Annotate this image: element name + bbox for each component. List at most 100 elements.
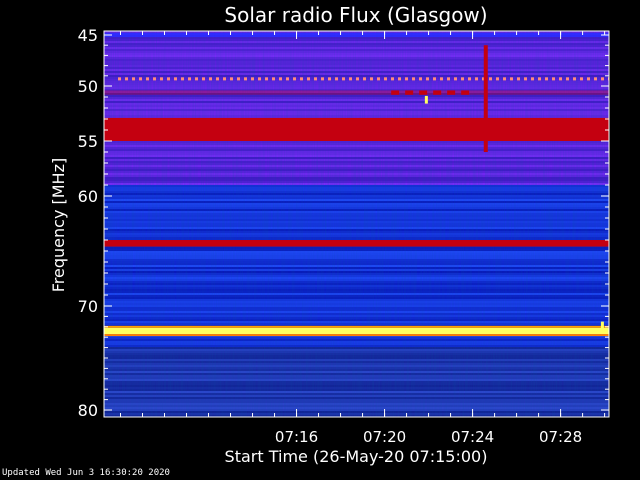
band-dot <box>468 77 471 81</box>
band-dot <box>139 77 142 81</box>
band-dot <box>538 77 541 81</box>
band-dot <box>552 77 555 81</box>
band-dot <box>132 77 135 81</box>
x-axis-label: Start Time (26-May-20 07:15:00) <box>225 447 488 466</box>
band-dot <box>342 77 345 81</box>
y-axis-label-text: Frequency <box>49 204 68 292</box>
x-tick-label: 07:20 <box>363 428 406 446</box>
band-dot <box>475 77 478 81</box>
burst <box>483 45 488 153</box>
band-dot <box>454 77 457 81</box>
band-dot <box>174 77 177 81</box>
band-dot <box>146 77 149 81</box>
band-dot <box>510 77 513 81</box>
band-dot <box>433 77 436 81</box>
y-axis-bracket-open: [ <box>49 198 68 204</box>
y-tick-label: 70 <box>78 297 98 316</box>
band-dot <box>321 77 324 81</box>
y-axis-label: Frequency [MHz] <box>49 158 68 292</box>
band-dot <box>314 77 317 81</box>
emission-bands <box>104 32 609 337</box>
band-dot <box>251 77 254 81</box>
x-tick-label: 07:24 <box>451 428 494 446</box>
x-axis-ticks: 07:16 07:20 07:24 07:28 <box>120 31 606 446</box>
band-dot <box>405 77 408 81</box>
burst <box>424 95 428 104</box>
band-dot <box>167 77 170 81</box>
band-dot <box>216 77 219 81</box>
band-dot <box>279 77 282 81</box>
y-tick-label: 55 <box>78 132 98 151</box>
band-dash <box>391 90 400 95</box>
band-dot <box>293 77 296 81</box>
band-dot <box>587 77 590 81</box>
band-dot <box>118 77 121 81</box>
band-dot <box>335 77 338 81</box>
y-tick-label: 50 <box>78 77 98 96</box>
chart-title: Solar radio Flux (Glasgow) <box>224 3 487 27</box>
band-glow <box>104 334 609 337</box>
noise-texture <box>104 31 609 417</box>
band <box>104 240 609 247</box>
band-dot <box>307 77 310 81</box>
band-dash <box>419 90 428 95</box>
band-dot <box>531 77 534 81</box>
y-tick-label: 80 <box>78 401 98 420</box>
band-dot <box>349 77 352 81</box>
band-dot <box>594 77 597 81</box>
plot-frame <box>103 30 610 418</box>
band-dash <box>405 90 414 95</box>
band <box>104 32 609 38</box>
band-dot <box>160 77 163 81</box>
band-dot <box>461 77 464 81</box>
burst <box>600 321 604 329</box>
band-dot <box>496 77 499 81</box>
band-dot <box>181 77 184 81</box>
band-dot <box>559 77 562 81</box>
band-dot <box>377 77 380 81</box>
band-dash <box>447 90 456 95</box>
band-dash <box>433 90 442 95</box>
y-axis-unit: MHz <box>49 164 68 198</box>
x-tick-label: 07:28 <box>539 428 582 446</box>
band-dot <box>447 77 450 81</box>
band-dot <box>489 77 492 81</box>
band-dash <box>461 90 470 95</box>
band-dot <box>195 77 198 81</box>
plot-area <box>104 31 609 417</box>
band-dot <box>258 77 261 81</box>
band-dot <box>524 77 527 81</box>
band <box>104 117 609 134</box>
band-glow <box>104 325 609 328</box>
band <box>104 327 609 335</box>
band-dot <box>503 77 506 81</box>
band-dot <box>272 77 275 81</box>
band-dot <box>426 77 429 81</box>
band-dot <box>237 77 240 81</box>
band-dot <box>384 77 387 81</box>
emission-bursts <box>424 45 604 329</box>
band-dot <box>363 77 366 81</box>
band-dot <box>300 77 303 81</box>
band-dot <box>412 77 415 81</box>
band-dot <box>153 77 156 81</box>
y-axis-bracket-close: ] <box>49 158 68 164</box>
band-dot <box>580 77 583 81</box>
y-axis-ticks: 45 50 55 60 70 80 <box>78 26 609 420</box>
band-dot <box>188 77 191 81</box>
band-dot <box>125 77 128 81</box>
band-dot <box>566 77 569 81</box>
band-dot <box>209 77 212 81</box>
band-dot <box>356 77 359 81</box>
band-faint <box>104 90 609 95</box>
band-dot <box>440 77 443 81</box>
band-dot <box>202 77 205 81</box>
band-dot <box>391 77 394 81</box>
band-dot <box>244 77 247 81</box>
band-dot <box>286 77 289 81</box>
band-dot <box>328 77 331 81</box>
band-dot <box>482 77 485 81</box>
y-tick-label: 45 <box>78 26 98 45</box>
band-dot <box>398 77 401 81</box>
band-dot <box>419 77 422 81</box>
